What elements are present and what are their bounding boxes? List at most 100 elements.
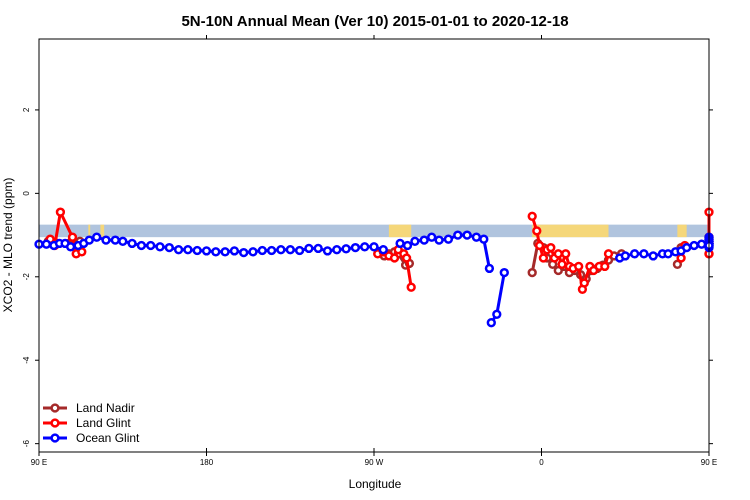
ocean-glint-point	[84, 235, 94, 245]
y-tick-label: -4	[22, 356, 31, 364]
ocean-glint-point	[110, 235, 120, 245]
legend-item-land-nadir: Land Nadir	[43, 401, 135, 415]
ocean-glint-point	[471, 232, 482, 242]
ocean-glint-point	[248, 247, 258, 257]
ocean-glint-point	[229, 246, 240, 256]
ocean-glint-point	[183, 245, 193, 255]
ocean-glint-point	[499, 267, 509, 278]
ocean-glint-point	[127, 238, 137, 249]
x-tick-label: 0	[539, 458, 544, 467]
land-ocean-band	[39, 224, 710, 238]
ocean-glint-point	[402, 240, 413, 251]
chart-title: 5N-10N Annual Mean (Ver 10) 2015-01-01 t…	[181, 13, 568, 30]
ocean-glint-point	[682, 242, 692, 253]
ocean-glint-point	[257, 245, 267, 256]
x-axis-label: Longitude	[349, 477, 402, 491]
ocean-glint-point	[492, 309, 502, 319]
ocean-glint-point	[378, 245, 388, 255]
land-glint-point	[77, 247, 87, 257]
land-glint-point	[389, 253, 400, 263]
land-glint-point	[527, 211, 537, 221]
ocean-glint-point	[313, 243, 323, 254]
ocean-glint-point	[663, 249, 673, 259]
ocean-glint-point	[395, 238, 405, 249]
y-axis-label: XCO2 - MLO trend (ppm)	[1, 178, 15, 313]
y-tick-label: -6	[22, 440, 31, 448]
ocean-glint-point	[419, 235, 429, 245]
land-glint-point	[557, 259, 567, 269]
ocean-glint-point	[453, 230, 463, 240]
land-glint-point	[574, 261, 584, 272]
land-glint-point	[406, 282, 416, 292]
x-tick-label: 90 E	[31, 458, 47, 467]
legend-item-ocean-glint: Ocean Glint	[43, 431, 140, 445]
land-segment	[100, 224, 105, 238]
ocean-glint-point	[332, 245, 342, 255]
ocean-glint-point	[155, 242, 165, 252]
ocean-glint-point	[239, 247, 249, 258]
land-glint-point	[534, 240, 545, 251]
land-segment	[532, 224, 609, 238]
ocean-glint-point	[462, 230, 472, 240]
ocean-glint-point	[486, 318, 496, 328]
legend-label: Land Nadir	[76, 401, 135, 415]
land-segment	[388, 224, 412, 238]
ocean-glint-point	[136, 240, 147, 251]
ocean-glint-point	[192, 245, 202, 256]
ocean-glint-point	[484, 263, 495, 274]
ocean-glint-point	[689, 240, 699, 251]
land-glint-point	[579, 278, 589, 288]
land-glint-point	[546, 242, 556, 253]
ocean-glint-point	[285, 245, 295, 255]
x-tick-label: 90 W	[365, 458, 384, 467]
ocean-glint-point	[648, 251, 658, 261]
ocean-glint-point	[118, 236, 128, 246]
ocean-glint-point	[322, 246, 333, 256]
ocean-glint-point	[173, 245, 184, 255]
land-glint-point	[532, 226, 542, 236]
land-nadir-point	[527, 267, 537, 278]
x-tick-label: 90 E	[701, 458, 717, 467]
land-glint-point	[553, 249, 563, 259]
ocean-glint-point	[629, 249, 640, 259]
ocean-glint-point	[341, 244, 351, 254]
ocean-glint-point	[266, 245, 277, 256]
ocean-glint-point	[164, 242, 174, 253]
ocean-glint-point	[410, 236, 420, 246]
ocean-glint-point	[146, 240, 156, 251]
y-tick-label: -2	[22, 273, 31, 281]
ocean-glint-point	[276, 245, 286, 255]
land-glint-point	[676, 253, 686, 263]
ocean-glint-point	[220, 247, 230, 257]
land-glint-point	[603, 249, 614, 259]
ocean-glint-point	[620, 251, 630, 261]
legend-marker	[50, 418, 60, 428]
ocean-glint-point	[434, 235, 444, 245]
ocean-glint-point	[639, 249, 649, 259]
ocean-glint-point	[427, 232, 437, 242]
ocean-glint-point	[294, 245, 305, 256]
ocean-glint-point	[369, 242, 379, 252]
x-tick-label: 180	[200, 458, 214, 467]
ocean-glint-point	[479, 234, 489, 244]
series-layer	[34, 207, 714, 328]
land-glint-point	[538, 253, 549, 263]
legend-marker	[50, 433, 60, 443]
land-segment	[677, 224, 687, 238]
ocean-glint-point	[201, 246, 212, 256]
y-tick-label: 0	[22, 191, 31, 196]
land-glint-point	[55, 207, 66, 217]
legend-label: Ocean Glint	[76, 431, 140, 445]
ocean-glint-point	[41, 239, 52, 249]
ocean-glint-point	[211, 247, 221, 257]
legend-item-land-glint: Land Glint	[43, 416, 131, 430]
ocean-glint-point	[92, 232, 102, 242]
land-glint-point	[561, 249, 571, 259]
land-segment	[88, 224, 91, 238]
ocean-glint-point	[101, 235, 111, 245]
land-glint-point	[600, 261, 610, 272]
ocean-glint-point	[443, 234, 454, 244]
ocean-glint-point	[65, 242, 76, 252]
